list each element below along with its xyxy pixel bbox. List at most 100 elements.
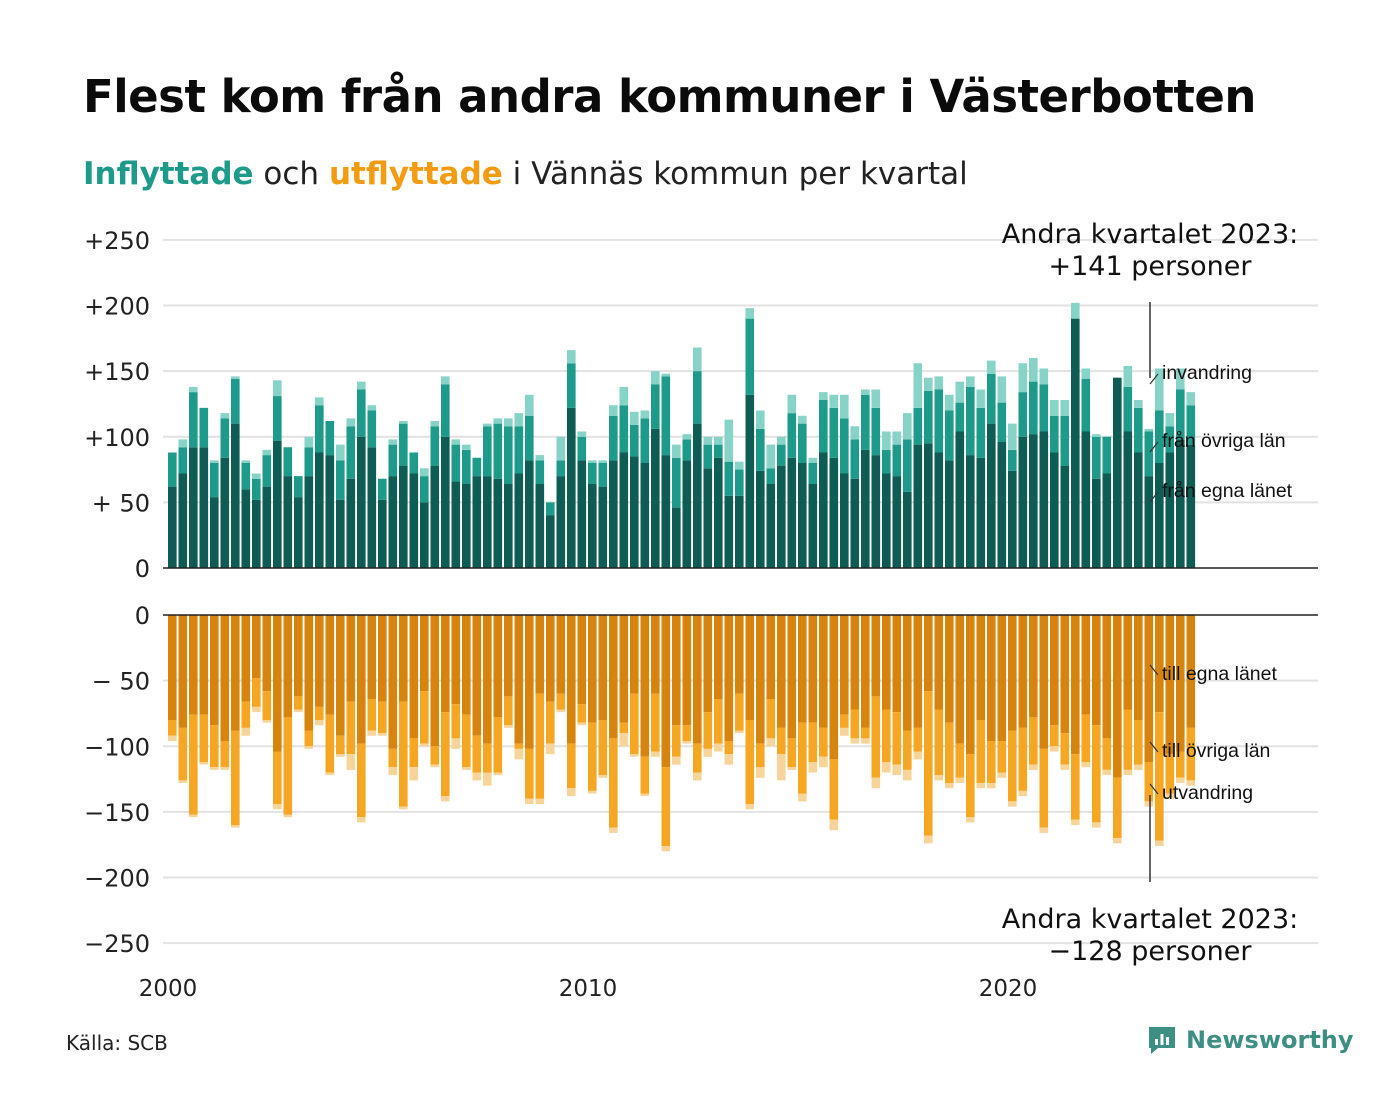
bar-från-övriga-län (819, 400, 828, 453)
bar-från-egna-länet (430, 465, 440, 568)
bar-från-egna-länet (189, 447, 198, 568)
bar-utvandring (703, 748, 713, 757)
bar-invandring (735, 461, 744, 470)
bar-till-övriga-län (451, 704, 461, 739)
bar-från-övriga-län (514, 426, 524, 474)
bar-utvandring (1029, 764, 1038, 770)
bar-från-övriga-län (493, 423, 503, 479)
bottom-callout-text: Andra kvartalet 2023: (1002, 904, 1298, 935)
bottom-y-tick-label: 0 (135, 602, 150, 630)
bottom-series-label: utvandring (1162, 782, 1253, 804)
bar-till-egna-länet (724, 615, 734, 741)
bar-till-övriga-län (1134, 720, 1143, 765)
bar-till-övriga-län (1113, 777, 1122, 839)
bar-från-övriga-län (388, 444, 398, 477)
bar-från-övriga-län (987, 373, 996, 424)
bar-från-egna-länet (1186, 444, 1196, 568)
bar-till-övriga-län (829, 759, 839, 820)
bar-utvandring (241, 727, 251, 736)
bar-från-övriga-län (1186, 405, 1196, 445)
bar-från-övriga-län (598, 463, 608, 487)
bar-invandring (798, 415, 807, 424)
bar-från-övriga-län (1039, 384, 1049, 432)
bar-till-egna-länet (997, 615, 1007, 741)
bar-till-övriga-län (882, 709, 891, 762)
bar-från-egna-länet (609, 460, 618, 568)
bar-invandring (861, 389, 870, 395)
bar-utvandring (346, 754, 356, 770)
bar-från-övriga-län (178, 447, 188, 474)
bar-till-egna-länet (283, 615, 293, 718)
bar-till-övriga-län (430, 746, 440, 765)
bar-till-övriga-län (871, 696, 881, 778)
bar-till-övriga-län (924, 691, 933, 836)
bar-utvandring (1134, 764, 1143, 770)
bar-från-egna-länet (1144, 476, 1154, 568)
bar-från-övriga-län (808, 463, 818, 484)
bar-utvandring (210, 767, 219, 770)
top-y-tick-label: +150 (84, 358, 150, 386)
bar-till-egna-länet (672, 615, 681, 726)
bar-från-övriga-län (283, 447, 293, 477)
bar-till-egna-länet (1029, 615, 1038, 718)
bar-från-egna-länet (315, 452, 324, 568)
bar-invandring (840, 394, 849, 419)
bar-från-egna-länet (304, 476, 314, 568)
bar-invandring (420, 468, 429, 477)
bar-till-egna-länet (472, 615, 482, 736)
bar-från-övriga-län (882, 449, 891, 474)
bar-från-övriga-län (357, 389, 366, 437)
bar-invandring (577, 431, 587, 437)
bar-utvandring (756, 767, 765, 778)
bar-till-övriga-län (997, 741, 1007, 773)
bar-utvandring (945, 783, 954, 789)
bar-från-egna-länet (724, 495, 734, 568)
bar-utvandring (1144, 801, 1154, 807)
bar-utvandring (315, 720, 324, 726)
bar-invandring (808, 457, 818, 463)
bar-invandring (672, 444, 681, 458)
bar-från-egna-länet (1165, 452, 1175, 568)
top-label-leader (1149, 491, 1159, 503)
bar-från-egna-länet (640, 463, 650, 568)
bar-till-övriga-län (850, 709, 860, 739)
bar-utvandring (1050, 746, 1059, 752)
bar-till-övriga-län (1155, 712, 1164, 841)
chart-title: Flest kom från andra kommuner i Västerbo… (83, 70, 1256, 123)
bar-till-egna-länet (430, 615, 440, 747)
bar-till-övriga-län (640, 756, 650, 794)
bar-till-övriga-län (178, 727, 188, 781)
bar-utvandring (1113, 838, 1122, 844)
bar-invandring (357, 381, 366, 390)
bar-från-egna-länet (1134, 452, 1143, 568)
bar-till-övriga-län (1165, 754, 1175, 794)
bar-från-övriga-län (1081, 379, 1091, 432)
bar-från-egna-länet (462, 484, 471, 568)
bar-till-övriga-län (766, 699, 776, 739)
bar-till-övriga-län (388, 748, 398, 768)
bar-till-egna-länet (294, 615, 303, 697)
bar-invandring (955, 381, 965, 403)
bar-till-övriga-län (504, 696, 513, 726)
bar-från-egna-länet (672, 507, 681, 568)
bar-från-egna-länet (409, 473, 419, 568)
bar-från-övriga-län (609, 415, 618, 461)
bar-från-egna-länet (861, 449, 870, 568)
bar-utvandring (199, 762, 209, 765)
bar-invandring (976, 389, 986, 408)
bar-från-övriga-län (777, 444, 786, 466)
bar-till-egna-länet (546, 615, 555, 702)
bar-till-egna-länet (682, 615, 692, 726)
bar-från-övriga-län (966, 386, 975, 456)
bar-från-egna-länet (252, 499, 261, 568)
x-tick-label: 2010 (559, 976, 618, 1002)
bar-från-övriga-län (262, 455, 272, 487)
bar-till-egna-länet (630, 615, 639, 694)
bar-till-övriga-län (1060, 733, 1070, 765)
bar-från-egna-länet (745, 394, 755, 568)
bar-från-övriga-län (756, 428, 765, 471)
bar-från-egna-länet (1050, 452, 1059, 568)
bar-från-övriga-län (367, 410, 377, 448)
bar-till-egna-länet (535, 615, 545, 694)
bar-till-övriga-län (283, 717, 293, 815)
